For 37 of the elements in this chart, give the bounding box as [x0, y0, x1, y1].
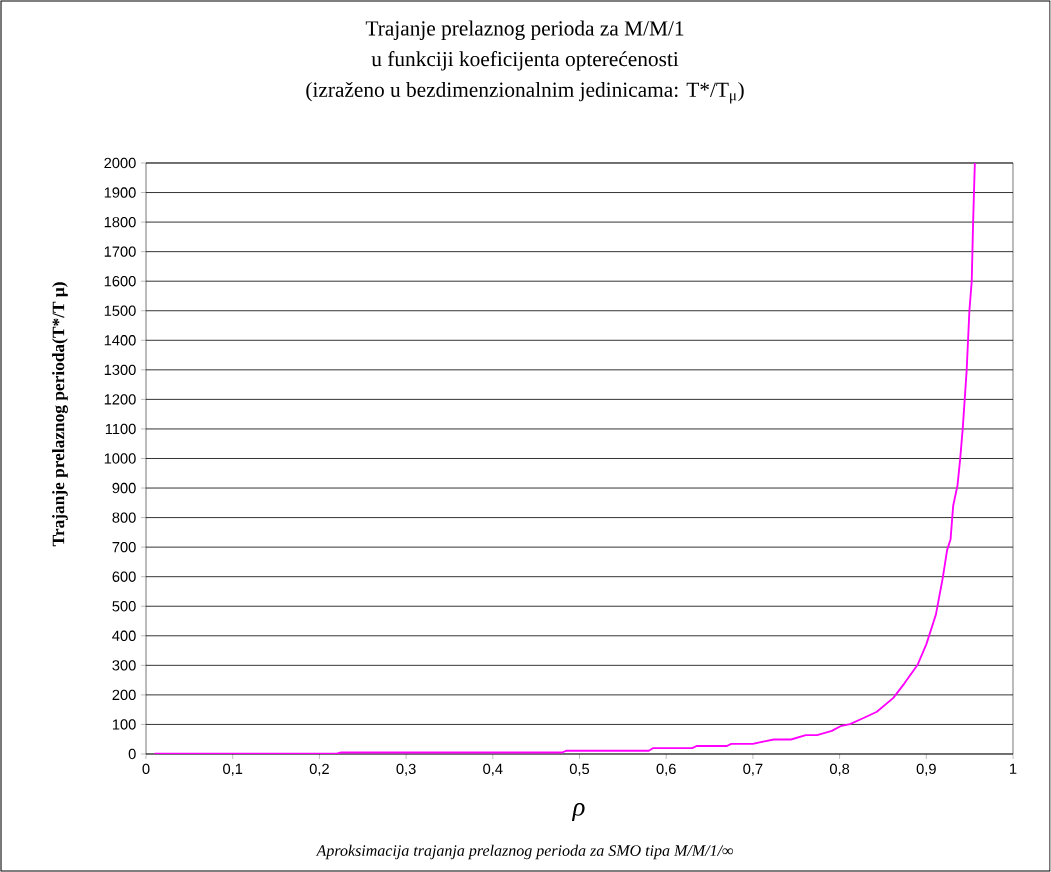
y-tick-label: 2000	[104, 157, 136, 169]
y-tick-label: 1000	[104, 453, 136, 464]
line-series	[153, 162, 976, 754]
x-tick-label: 1	[1010, 763, 1017, 774]
y-tick-label: 800	[112, 512, 136, 523]
text: Aproksimacija trajanja prelaznog perioda za SMO tipa M/M/1/∞	[315, 844, 733, 860]
y-tick-label: 0	[128, 748, 136, 760]
x-axis-title: ρ	[571, 802, 585, 822]
y-tick-label: 1600	[104, 276, 136, 287]
y-tick-label: 1900	[104, 187, 136, 198]
x-tick-label: 0,4	[483, 763, 503, 776]
y-tick-label: 100	[112, 719, 136, 730]
x-tick-label: 0,1	[223, 763, 243, 776]
x-tick-label: 0,2	[309, 763, 329, 776]
y-tick-label: 1400	[104, 335, 136, 346]
y-tick-label: 600	[112, 571, 136, 582]
x-tick-label: 0,8	[829, 763, 850, 776]
y-tick-label: 1800	[104, 216, 136, 228]
y-tick-label: 200	[112, 689, 136, 701]
chart-title: Trajanje prelaznog perioda za M/M/1 u funkciji koeficijenta opterećenosti (izraženo u bezdimenzionalnim jedinicama: T*/T$_{μ}$)	[306, 20, 744, 104]
x-tick-label: 0	[142, 763, 150, 775]
y-tick-label: 300	[112, 660, 136, 671]
y-tick-label: 700	[112, 541, 136, 553]
y-tick-label: 1500	[104, 305, 136, 316]
x-tick-label: 0,5	[569, 763, 590, 776]
y-axis-title: Trajanje prelaznog perioda(T*/T μ)	[52, 282, 68, 547]
y-tick-label: 500	[112, 601, 136, 612]
y-tick-label: 1300	[104, 364, 136, 376]
y-tick-label: 400	[112, 630, 136, 641]
y-tick-label: 1100	[105, 423, 136, 435]
y-tick-label: 1700	[104, 246, 136, 257]
y-tick-label: 900	[112, 482, 136, 494]
y-tick-label: 1200	[104, 394, 136, 405]
x-tick-label: 0,3	[396, 763, 416, 776]
x-tick-label: 0,6	[656, 763, 676, 776]
x-tick-label: 0,9	[916, 763, 936, 776]
x-tick-label: 0,7	[743, 763, 763, 776]
